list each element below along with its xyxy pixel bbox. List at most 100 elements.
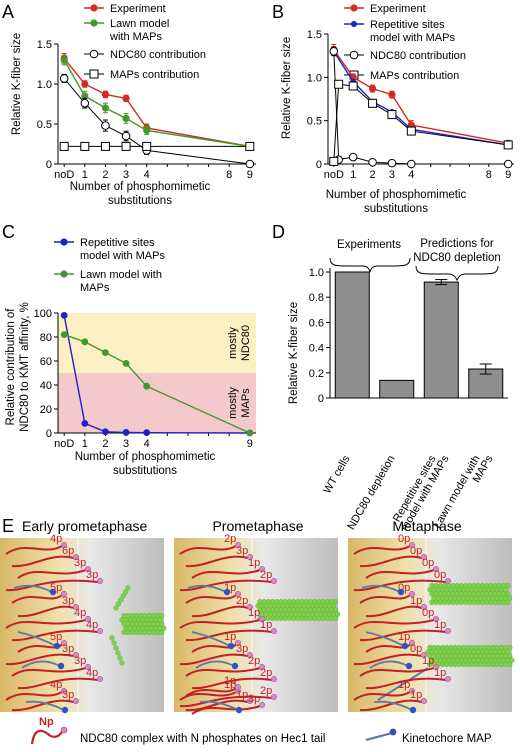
legend-c-lawn-2: MAPs	[80, 282, 110, 294]
phosphate-head	[234, 590, 242, 598]
y-tick-label: 1.0	[309, 267, 324, 279]
data-point	[142, 141, 152, 151]
kinetochore-map-head	[227, 642, 235, 650]
kinetochore-map-head	[235, 706, 243, 714]
x-tick-label: 4	[144, 438, 150, 450]
ndc80-complex	[359, 555, 423, 568]
ndc80-complex	[353, 619, 435, 629]
kinetochore-map	[25, 700, 65, 711]
data-point	[368, 85, 377, 93]
phosphate-count-label: 0p	[410, 545, 422, 557]
ndc80-complex	[11, 629, 99, 642]
panel-a-plot: 0 0.5 1.0 1.5 noD 1 2 3 4 8 9	[37, 39, 256, 181]
phosphate-head	[432, 565, 440, 573]
tubulin-subunit	[509, 657, 515, 663]
data-point	[503, 159, 513, 169]
data-point	[334, 79, 344, 89]
kinetochore-map	[373, 700, 413, 711]
data-point	[387, 158, 397, 168]
legend-a-ndc80: NDC80 contribution	[110, 49, 206, 61]
phosphate-count-label: 4p	[74, 607, 86, 619]
kinetochore-map	[195, 660, 235, 669]
data-point	[368, 98, 378, 108]
phosphate-head	[96, 675, 104, 683]
x-tick-label: 9	[247, 438, 253, 450]
data-point	[407, 159, 416, 169]
ndc80-complex	[185, 555, 249, 568]
phosphate-count-label: 4p	[50, 533, 62, 545]
zone-label-ndc80-2: NDC80	[240, 325, 252, 361]
panel-letter-c: C	[2, 222, 15, 242]
ndc80-complex	[11, 699, 75, 712]
brace-label-predictions-2: NDC80 depletion	[413, 252, 501, 264]
y-tick-label: 60	[40, 356, 52, 368]
kinetochore-map-head	[409, 706, 417, 714]
phosphate-head	[270, 627, 278, 635]
tubulin-subunit	[120, 593, 126, 599]
y-tick-label: 0.2	[309, 368, 324, 380]
data-point	[101, 90, 110, 98]
ndc80-complex	[185, 699, 249, 712]
x-tick-label: 2	[102, 169, 108, 181]
phosphate-count-label: 3p	[248, 693, 260, 705]
y-tick-label: 0.5	[307, 116, 322, 128]
ndc80-complex	[179, 579, 273, 592]
data-point	[121, 131, 131, 141]
phosphate-count-label: 4p	[86, 619, 98, 631]
legend-a-experiment: Experiment	[110, 3, 166, 15]
tubulin-subunit	[159, 621, 165, 627]
series-line	[63, 78, 250, 165]
ndc80-complex	[191, 605, 249, 618]
ndc80-complex	[365, 605, 423, 618]
microtubule	[255, 598, 341, 622]
tubulin-subunit	[331, 603, 337, 609]
kinetochore-map-head	[405, 662, 413, 670]
phosphate-count-label: 3p	[62, 689, 74, 701]
y-tick-label: 0.8	[309, 292, 324, 304]
phosphate-count-label: 3p	[74, 655, 86, 667]
data-point	[100, 141, 110, 151]
phosphate-head	[444, 577, 452, 585]
series-line	[333, 51, 509, 165]
y-tick-label: 0	[318, 393, 324, 405]
data-point	[143, 382, 151, 390]
panel-c-xlabel-2: substitutions	[113, 465, 177, 477]
legend-b-maps: MAPs contribution	[370, 70, 459, 82]
zone-mostly-ndc80	[58, 313, 256, 373]
y-tick-label: 20	[40, 404, 52, 416]
phosphate-count-label: 0p	[422, 607, 434, 619]
kinetochore-background	[174, 538, 338, 712]
tubulin-subunit	[118, 597, 124, 603]
panel-b-plot: 0 0.5 1.0 1.5 noD 1 2 3 4 8 9	[307, 29, 514, 181]
ndc80-complex	[191, 569, 261, 579]
phosphate-head	[258, 615, 266, 623]
legend-ndc80-text: NDC80 complex with N phosphates on Hec1 …	[80, 733, 325, 745]
phosphate-count-label: 1p	[422, 655, 434, 667]
tubulin-subunit	[109, 635, 115, 641]
x-tick-label: 1	[82, 169, 88, 181]
phosphate-head	[258, 663, 266, 671]
x-tick-label: 1	[82, 438, 88, 450]
phosphate-head	[60, 541, 68, 549]
phosphate-count-label: 2p	[248, 655, 260, 667]
ndc80-complex	[11, 555, 75, 568]
phosphate-head	[60, 639, 68, 647]
kinetochore-map-head	[49, 588, 57, 596]
legend-map-text: Kinetochore MAP	[402, 733, 492, 745]
tubulin-subunit	[503, 587, 509, 593]
x-tick-label: 1	[350, 169, 356, 181]
x-tick-label: 9	[505, 169, 511, 181]
series-line	[63, 315, 250, 434]
series-line	[333, 49, 509, 144]
phosphate-count-label: 1p	[224, 675, 236, 687]
phosphate-head	[432, 615, 440, 623]
x-tick-label: 8	[486, 169, 492, 181]
ndc80-complex	[365, 677, 447, 690]
tubulin-subunit	[157, 617, 163, 623]
panel-a-ylabel: Relative K-fiber size	[11, 33, 23, 135]
phosphate-count-label: 5p	[50, 631, 62, 643]
kinetochore-map	[191, 631, 231, 647]
phosphate-head	[270, 577, 278, 585]
data-point	[246, 429, 254, 437]
